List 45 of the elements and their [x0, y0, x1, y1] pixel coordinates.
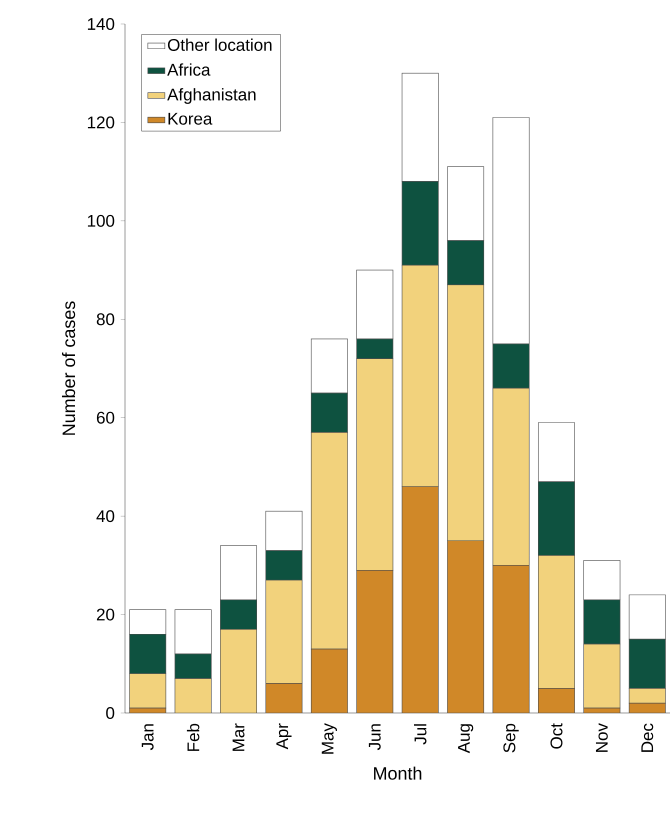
bar	[129, 673, 166, 708]
legend-label: Afghanistan	[167, 88, 256, 104]
bar	[220, 629, 258, 713]
x-tick-label: Oct	[550, 723, 562, 749]
bar	[628, 688, 666, 704]
x-tick-label: Nov	[596, 723, 608, 752]
bar	[492, 565, 530, 713]
bar	[356, 570, 394, 713]
bar	[447, 540, 484, 713]
bar	[583, 644, 620, 708]
x-tick-label: Apr	[276, 723, 292, 750]
x-tick-label: Feb	[186, 724, 200, 751]
bar	[538, 555, 575, 689]
bar	[310, 648, 348, 713]
y-tick-label: 60	[96, 412, 114, 424]
bar	[265, 580, 302, 684]
bar	[447, 284, 484, 542]
bar	[538, 688, 575, 713]
legend-label: Africa	[167, 63, 210, 76]
legend-label: Other location	[168, 38, 272, 51]
y-tick-label: 40	[96, 510, 114, 522]
y-tick-label: 100	[88, 214, 114, 227]
bar	[265, 683, 302, 713]
y-tick-label: 0	[106, 707, 114, 720]
x-tick-label: Jul	[414, 724, 426, 744]
bar	[402, 486, 439, 713]
bar	[492, 388, 530, 566]
bar	[174, 678, 212, 713]
legend-label: Korea	[168, 112, 212, 125]
x-tick-label: Jan	[142, 724, 154, 750]
x-tick-label: Jun	[368, 724, 381, 750]
y-axis-title: Number of cases	[62, 301, 76, 435]
y-tick-label: 120	[88, 116, 114, 128]
x-tick-label: Mar	[232, 723, 244, 751]
x-tick-label: Sep	[503, 724, 519, 752]
y-tick-label: 20	[96, 608, 114, 621]
x-axis-title: Month	[374, 766, 422, 780]
bar	[310, 432, 348, 650]
x-tick-label: May	[322, 723, 337, 754]
y-tick-label: 80	[96, 313, 114, 326]
y-tick-label: 140	[88, 18, 114, 30]
bar	[356, 358, 394, 571]
bar	[402, 264, 439, 487]
x-tick-label: Dec	[641, 724, 654, 752]
x-tick-label: Aug	[458, 724, 474, 754]
